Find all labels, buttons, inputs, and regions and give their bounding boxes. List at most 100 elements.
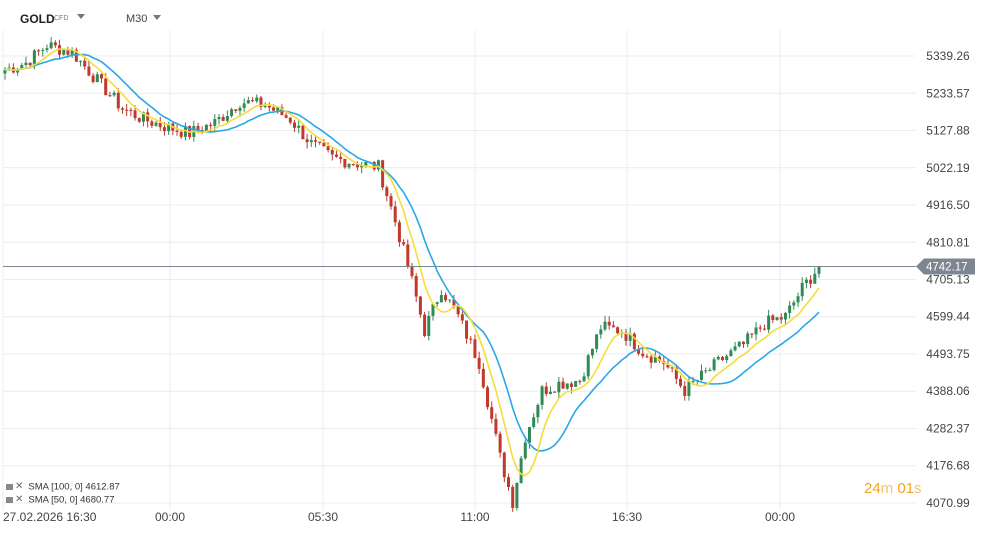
candle	[733, 341, 737, 352]
candle-body	[376, 160, 380, 170]
candle-body	[129, 110, 133, 112]
candle-body	[389, 196, 393, 207]
candle	[804, 277, 808, 289]
indicator-settings-icon[interactable]	[6, 484, 13, 490]
candle-body	[741, 341, 745, 345]
timeframe-selector[interactable]: M30	[126, 13, 148, 25]
candle	[532, 413, 536, 429]
candle-body	[309, 140, 313, 143]
candle	[767, 309, 771, 333]
candle-body	[87, 66, 91, 76]
candle-body	[276, 107, 280, 111]
candle-body	[708, 370, 712, 372]
candle	[305, 133, 309, 149]
y-tick-label: 5127.88	[926, 124, 970, 138]
candle-body	[91, 75, 95, 83]
candle-body	[725, 356, 729, 361]
candle-body	[674, 367, 678, 379]
candle-body	[452, 299, 456, 307]
candle-body	[158, 122, 162, 128]
candle	[637, 344, 641, 356]
candle-body	[100, 74, 104, 79]
candle	[217, 114, 221, 125]
timeframe-dropdown-icon[interactable]	[153, 15, 161, 20]
candle	[276, 107, 280, 114]
current-price-tag: 4742.17	[916, 258, 975, 275]
candle-body	[204, 124, 208, 132]
candle-body	[162, 127, 166, 132]
y-tick-label: 5022.19	[926, 161, 970, 175]
remove-indicator-icon[interactable]: ✕	[15, 481, 24, 492]
symbol-name[interactable]: GOLD	[20, 12, 55, 26]
candle-body	[435, 302, 439, 304]
candle	[100, 73, 104, 84]
candle-body	[498, 433, 502, 453]
candle-body	[242, 103, 246, 108]
candle	[301, 124, 305, 140]
candle-body	[37, 50, 41, 52]
candle	[515, 482, 519, 511]
candle-body	[473, 339, 477, 358]
candle-body	[427, 315, 431, 336]
candle	[729, 348, 733, 357]
candle-body	[347, 163, 351, 168]
candle	[737, 341, 741, 348]
candle	[574, 380, 578, 388]
candle-body	[49, 42, 53, 49]
candle	[137, 117, 141, 124]
candle	[603, 315, 607, 332]
candle	[507, 473, 511, 491]
candle	[116, 88, 120, 112]
candle-body	[645, 356, 649, 358]
countdown-minutes-unit: m	[880, 480, 894, 497]
candle	[313, 136, 317, 148]
y-tick-label: 4916.50	[926, 198, 970, 212]
y-tick-label: 4493.75	[926, 347, 970, 361]
y-tick-label: 4599.44	[926, 310, 970, 324]
candle-body	[293, 122, 297, 128]
candle	[37, 48, 41, 56]
candle	[79, 60, 83, 67]
candle	[771, 313, 775, 324]
candle-body	[700, 370, 704, 381]
candle-body	[137, 118, 141, 122]
candle-body	[125, 109, 129, 111]
candle-body	[481, 368, 485, 388]
candle-body	[330, 150, 334, 155]
candle	[582, 372, 586, 382]
candle-body	[750, 333, 754, 335]
indicator-settings-icon[interactable]	[6, 497, 13, 503]
candle-body	[150, 121, 154, 126]
candle-body	[175, 130, 179, 132]
candle-body	[196, 126, 200, 131]
candle-body	[586, 355, 590, 377]
symbol-dropdown-icon[interactable]	[77, 14, 85, 19]
candle-body	[746, 333, 750, 345]
candle	[179, 129, 183, 139]
candle-body	[326, 146, 330, 151]
candle	[788, 300, 792, 319]
remove-indicator-icon[interactable]: ✕	[15, 494, 24, 505]
candle-body	[66, 49, 70, 55]
candle-body	[364, 162, 368, 166]
candle-body	[339, 156, 343, 159]
candle	[402, 239, 406, 247]
candle	[318, 141, 322, 145]
legend-sma-50-label: SMA [50, 0] 4680.77	[28, 494, 115, 506]
candle	[221, 114, 225, 122]
candle	[632, 332, 636, 351]
countdown-seconds: 01	[897, 480, 915, 497]
candle-body	[754, 327, 758, 335]
candle	[725, 354, 729, 364]
candle-body	[523, 442, 527, 459]
candle-body	[16, 69, 20, 73]
candle	[62, 49, 66, 56]
candle-body	[141, 112, 145, 122]
candle-body	[762, 328, 766, 330]
candle	[809, 275, 813, 289]
candle	[540, 384, 544, 410]
candle-body	[817, 266, 821, 274]
candle-body	[687, 381, 691, 396]
candle	[708, 367, 712, 372]
